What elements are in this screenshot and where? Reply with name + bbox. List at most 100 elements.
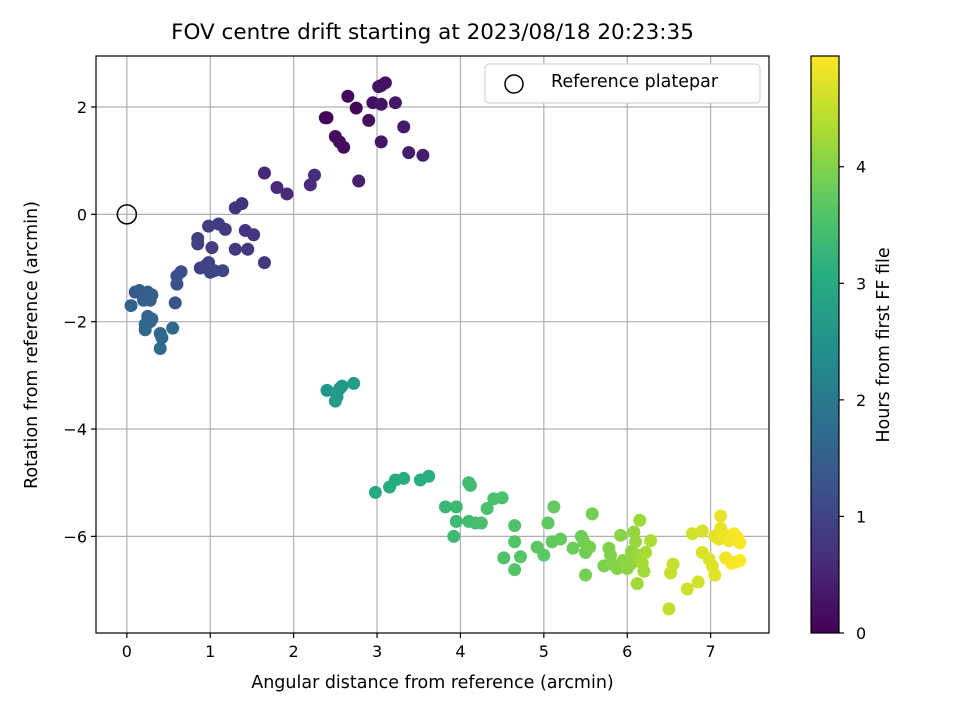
data-point	[307, 168, 321, 182]
colorbar-tick-label: 4	[856, 158, 866, 177]
data-point	[137, 293, 151, 307]
data-point	[508, 535, 522, 549]
data-point	[328, 394, 342, 408]
y-tick-label: −4	[63, 420, 87, 439]
data-point	[205, 241, 219, 255]
data-point	[554, 532, 568, 546]
data-point	[733, 536, 747, 550]
data-point	[583, 540, 597, 554]
data-point	[508, 519, 522, 533]
data-point	[508, 563, 522, 577]
colorbar-tick-label: 3	[856, 274, 866, 293]
data-point	[352, 174, 366, 188]
data-point	[537, 548, 551, 562]
data-point	[155, 331, 169, 345]
data-point	[280, 187, 294, 201]
data-point	[695, 524, 709, 538]
x-tick-label: 3	[372, 642, 382, 661]
data-point	[257, 256, 271, 270]
data-point	[691, 575, 705, 589]
data-point	[680, 582, 694, 596]
x-tick-label: 0	[122, 642, 132, 661]
data-point	[124, 299, 138, 313]
x-tick-label: 5	[539, 642, 549, 661]
reference-marker	[116, 204, 138, 225]
y-axis-label: Rotation from reference (arcmin)	[22, 201, 42, 489]
axis-ticks: 0 1 2 3 4 5 6 7 −6 −4 −2 0 2	[63, 98, 715, 661]
data-point	[566, 541, 580, 555]
data-point	[666, 557, 680, 571]
data-point	[402, 146, 416, 160]
data-point	[708, 568, 722, 582]
data-point	[168, 296, 182, 310]
data-point	[685, 527, 699, 541]
data-point	[513, 550, 527, 564]
data-point	[714, 509, 728, 523]
data-point	[247, 228, 261, 242]
plot-frame	[95, 55, 770, 634]
data-point	[270, 181, 284, 195]
data-point	[547, 500, 561, 514]
data-point	[463, 478, 477, 492]
data-point	[633, 513, 647, 527]
data-point	[372, 80, 386, 94]
data-point	[630, 577, 644, 591]
data-point	[341, 89, 355, 103]
data-point	[202, 219, 216, 233]
data-point	[449, 500, 463, 514]
colorbar-tick-label: 2	[856, 391, 866, 410]
data-point	[397, 120, 411, 134]
data-point	[495, 491, 509, 505]
data-point	[585, 507, 599, 521]
data-point	[320, 111, 334, 125]
data-point	[170, 277, 184, 291]
data-point	[422, 469, 436, 483]
x-tick-label: 2	[289, 642, 299, 661]
data-point	[639, 545, 653, 559]
data-point	[228, 201, 242, 215]
data-point	[579, 568, 593, 582]
colorbar-tick-label: 0	[856, 624, 866, 643]
data-point	[228, 242, 242, 256]
data-point	[166, 321, 180, 335]
y-tick-label: 2	[77, 98, 87, 117]
data-point	[480, 501, 494, 515]
legend	[484, 63, 761, 104]
data-point	[335, 379, 349, 393]
data-point	[320, 383, 334, 397]
y-tick-label: −6	[63, 527, 87, 546]
y-tick-label: 0	[77, 205, 87, 224]
data-point	[416, 148, 430, 162]
data-point	[449, 514, 463, 528]
data-point	[733, 554, 747, 568]
data-point	[541, 516, 555, 530]
data-point	[241, 242, 255, 256]
x-tick-label: 4	[455, 642, 465, 661]
data-point	[257, 166, 271, 180]
data-point	[627, 525, 641, 539]
x-tick-label: 1	[205, 642, 215, 661]
colorbar-label: Hours from first FF file	[874, 247, 894, 443]
data-point	[447, 529, 461, 543]
legend-label: Reference platepar	[551, 72, 719, 92]
data-point	[362, 113, 376, 127]
x-axis-label: Angular distance from reference (arcmin)	[251, 673, 614, 693]
x-tick-label: 7	[706, 642, 716, 661]
grid	[96, 56, 769, 633]
data-point	[153, 342, 167, 356]
data-point	[438, 500, 452, 514]
data-point	[216, 264, 230, 278]
scatter-points	[124, 76, 747, 616]
data-point	[397, 471, 411, 485]
chart-title: FOV centre drift starting at 2023/08/18 …	[171, 20, 694, 45]
legend-box	[484, 63, 761, 104]
data-point	[635, 556, 649, 570]
data-point	[191, 237, 205, 251]
data-point	[349, 101, 363, 115]
colorbar-ticks: 0 1 2 3 4	[839, 158, 866, 643]
data-point	[614, 528, 628, 542]
data-point	[474, 516, 488, 530]
colorbar-tick-label: 1	[856, 507, 866, 526]
